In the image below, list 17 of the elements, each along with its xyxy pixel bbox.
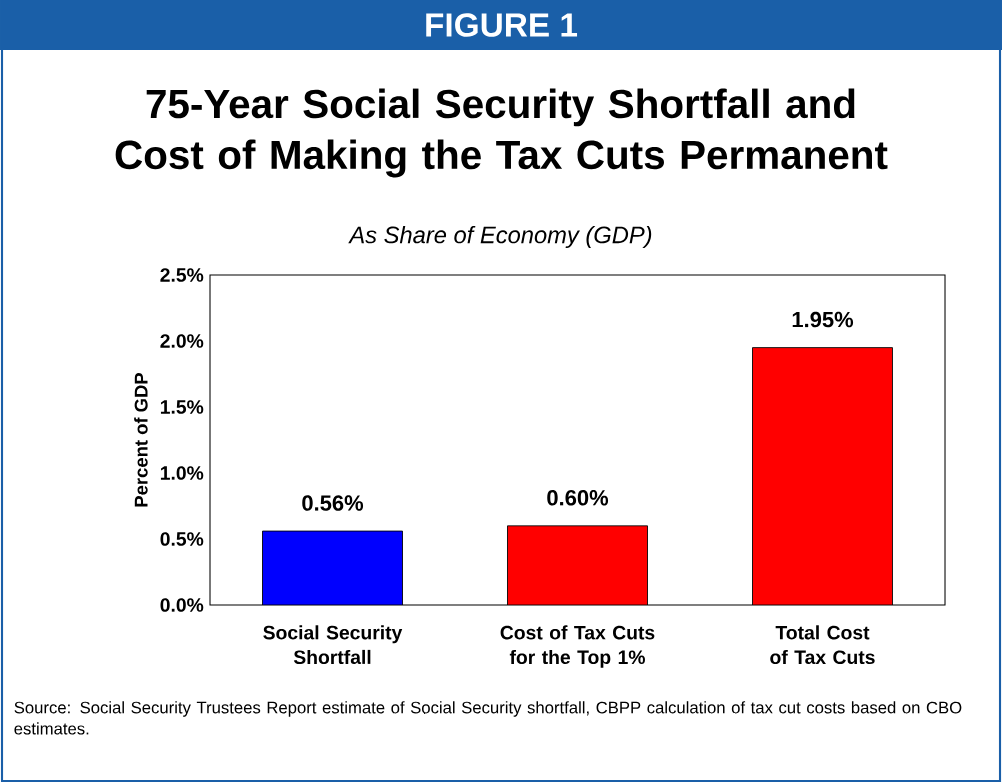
caption: FIGURE 1 <box>426 13 578 37</box>
x-tick-label: Cost of Tax Cuts for the Top 1% <box>500 625 655 668</box>
y-tick-label: 1.0% <box>160 466 204 480</box>
source-note: Source: Social Security Trustees Report estimate of Social Security shortfall, CBPP calculation of tax cut costs based on CBO estimates. <box>14 701 962 735</box>
y-tick-label: 0.0% <box>160 598 204 612</box>
chart-subtitle: As Share of Economy (GDP) <box>348 225 652 249</box>
data-label: 1.95% <box>792 311 854 328</box>
y-tick-label: 1.5% <box>160 400 204 414</box>
chart-title: 75-Year Social Security Shortfall and Cost of Making the Tax Cuts Permanent <box>115 88 888 178</box>
x-tick-label: Social Security Shortfall <box>263 625 403 665</box>
y-axis-title: Percent of GDP <box>134 373 148 507</box>
y-tick-label: 2.5% <box>160 268 204 282</box>
data-label: 0.56% <box>302 495 364 511</box>
y-tick-label: 2.0% <box>160 334 204 348</box>
y-tick-label: 0.5% <box>160 532 204 546</box>
data-label: 0.60% <box>547 490 609 506</box>
x-tick-label: Total Cost of Tax Cuts <box>770 625 875 665</box>
